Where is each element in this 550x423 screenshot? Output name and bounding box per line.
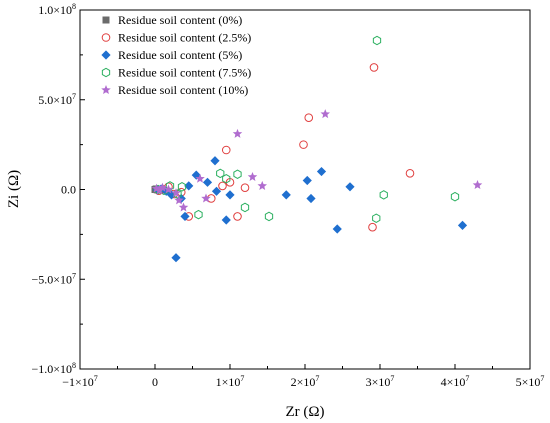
data-point	[281, 190, 291, 200]
y-tick-label: 1.0×108	[38, 2, 76, 17]
data-point	[210, 156, 220, 166]
data-point	[372, 35, 382, 46]
data-point	[457, 220, 468, 230]
x-tick-label: −1×107	[62, 374, 98, 389]
data-point	[216, 168, 225, 179]
legend-marker	[101, 50, 111, 60]
y-tick-label: 0.0	[61, 183, 76, 197]
y-axis-label: Zi (Ω)	[6, 170, 22, 208]
plot-frame	[79, 9, 531, 370]
data-point	[304, 113, 314, 122]
x-tick-label: 2×107	[291, 374, 320, 389]
data-point	[171, 188, 181, 198]
data-point	[232, 128, 243, 138]
x-tick-label: 1×107	[216, 374, 245, 389]
data-point	[180, 211, 190, 222]
x-tick-label: 4×107	[441, 374, 470, 389]
data-point	[316, 166, 327, 177]
x-tick-label: 0	[152, 375, 158, 389]
series-2	[152, 156, 468, 263]
data-point	[240, 183, 250, 193]
data-point	[299, 140, 308, 149]
data-point	[211, 186, 222, 196]
y-tick-label: −5.0×107	[31, 271, 76, 286]
data-point	[222, 173, 231, 184]
data-point	[218, 181, 227, 191]
legend-marker	[101, 67, 111, 78]
legend-label: Residue soil content (10%)	[118, 83, 248, 97]
legend-label: Residue soil content (7.5%)	[118, 66, 251, 80]
data-point	[369, 63, 379, 72]
legend-label: Residue soil content (5%)	[118, 48, 242, 62]
data-point	[171, 253, 181, 263]
data-point	[379, 190, 388, 200]
y-axis-ticks: 1.0×108 5.0×107 0.0 −5.0×107 −1.0×108	[31, 2, 85, 376]
data-point	[177, 182, 187, 192]
data-point	[264, 211, 274, 222]
data-point	[154, 185, 165, 195]
data-point	[195, 173, 205, 183]
x-axis-label: Zr (Ω)	[285, 404, 324, 420]
data-point	[405, 169, 415, 178]
legend-marker	[101, 33, 111, 42]
x-tick-label: 3×107	[366, 374, 395, 389]
series-4	[151, 109, 483, 212]
data-point	[472, 180, 483, 190]
data-point	[233, 169, 242, 180]
data-point	[302, 175, 312, 186]
legend-marker	[102, 16, 110, 24]
data-point	[151, 183, 162, 193]
data-point	[194, 209, 203, 220]
legend-label: Residue soil content (0%)	[118, 13, 242, 27]
data-points	[151, 35, 483, 263]
data-point	[225, 190, 235, 200]
data-point	[345, 182, 355, 192]
data-point	[450, 191, 460, 202]
data-point	[320, 109, 331, 119]
data-point	[201, 193, 211, 203]
data-point	[221, 145, 231, 155]
x-axis-ticks: −1×107 0 1×107 2×107 3×107 4×107 5×107	[62, 364, 544, 389]
data-point	[257, 180, 268, 190]
data-point	[174, 195, 184, 205]
data-point	[233, 212, 242, 221]
data-point	[178, 202, 189, 212]
data-point	[157, 182, 168, 192]
y-tick-label: 5.0×107	[38, 92, 76, 107]
data-point	[221, 215, 231, 225]
data-point	[247, 171, 258, 181]
data-point	[202, 177, 213, 187]
data-point	[372, 213, 381, 223]
legend-label: Residue soil content (2.5%)	[118, 31, 251, 45]
data-point	[163, 184, 174, 194]
data-point	[184, 181, 194, 191]
data-point	[368, 222, 377, 232]
data-point	[332, 224, 342, 234]
series-3	[153, 35, 460, 223]
data-point	[306, 193, 316, 204]
legend-marker	[101, 85, 111, 95]
x-tick-label: 5×107	[516, 374, 545, 389]
y-tick-label: −1.0×108	[31, 361, 76, 376]
data-point	[240, 202, 250, 213]
legend: Residue soil content (0%) Residue soil co…	[101, 13, 251, 97]
